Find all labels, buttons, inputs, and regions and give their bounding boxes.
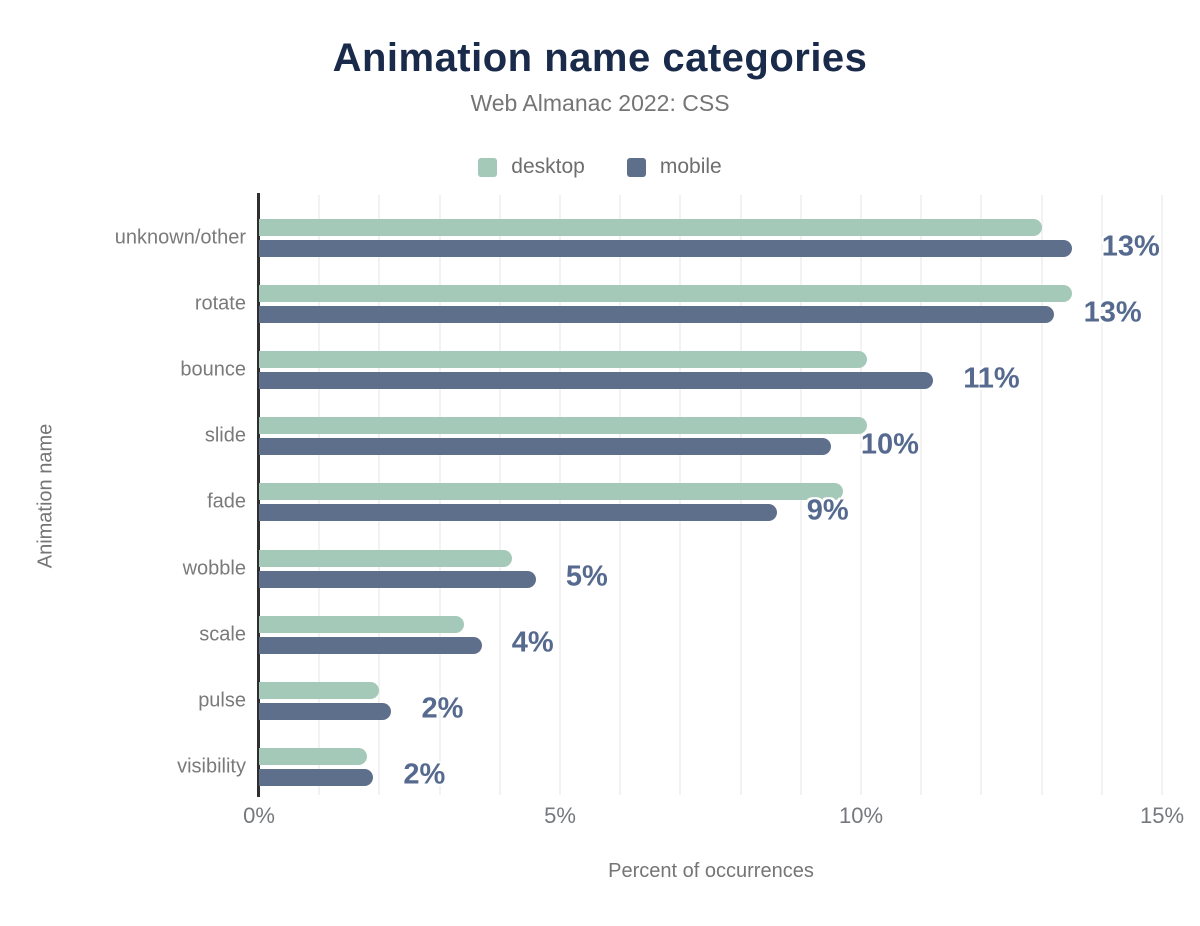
category-label: rotate <box>194 292 246 315</box>
bar-desktop <box>259 285 1072 303</box>
category-label: bounce <box>180 358 246 381</box>
bar-desktop <box>259 219 1042 236</box>
category-label: slide <box>204 424 246 447</box>
bar-mobile <box>259 504 777 522</box>
gridline <box>920 195 923 795</box>
x-tick-label: 10% <box>838 803 884 828</box>
x-tick-label: 0% <box>243 803 275 828</box>
bar-mobile <box>259 768 374 786</box>
bar-desktop <box>259 351 868 369</box>
value-label: 13% <box>1083 296 1142 329</box>
gridline <box>980 195 983 795</box>
category-label: unknown/other <box>114 226 246 249</box>
value-label: 4% <box>511 626 554 659</box>
category-label: wobble <box>182 557 246 579</box>
category-label: pulse <box>198 689 246 712</box>
bar-desktop <box>259 549 512 567</box>
value-label: 2% <box>421 692 464 725</box>
gridline <box>860 195 862 795</box>
bar-desktop <box>259 417 868 435</box>
value-label: 9% <box>806 494 849 527</box>
x-tick-label: 5% <box>544 803 576 828</box>
x-axis-title: Percent of occurrences <box>608 860 814 882</box>
mobile-swatch-icon <box>626 157 646 177</box>
value-label: 10% <box>860 428 919 461</box>
value-label: 13% <box>1101 230 1160 262</box>
bar-mobile <box>259 702 392 720</box>
gridline <box>1161 195 1163 795</box>
x-tick-label: 15% <box>1139 803 1185 828</box>
bar-mobile <box>259 372 934 390</box>
legend-label-desktop: desktop <box>511 155 585 178</box>
bar-mobile <box>259 240 1072 257</box>
legend: desktop mobile <box>0 155 1200 179</box>
bar-mobile <box>259 438 831 456</box>
legend-item-mobile: mobile <box>626 155 722 179</box>
bar-mobile <box>259 636 482 654</box>
value-label: 5% <box>565 560 608 593</box>
y-axis-line <box>257 193 260 797</box>
bar-desktop <box>259 483 843 501</box>
value-label: 2% <box>403 758 446 791</box>
legend-label-mobile: mobile <box>659 155 722 178</box>
category-label: fade <box>207 490 246 513</box>
page-subtitle: Web Almanac 2022: CSS <box>470 90 730 116</box>
category-label: scale <box>199 623 246 646</box>
bar-desktop <box>259 681 380 699</box>
gridline <box>1100 195 1103 795</box>
bar-mobile <box>259 306 1054 324</box>
bar-mobile <box>259 570 536 588</box>
value-label: 11% <box>963 362 1020 395</box>
legend-item-desktop: desktop <box>478 155 585 179</box>
category-label: visibility <box>177 755 246 778</box>
gridline <box>1040 195 1043 795</box>
desktop-swatch-icon <box>478 157 498 177</box>
bar-desktop <box>259 615 464 633</box>
page-title: Animation name categories <box>332 36 868 80</box>
bar-desktop <box>259 747 368 765</box>
